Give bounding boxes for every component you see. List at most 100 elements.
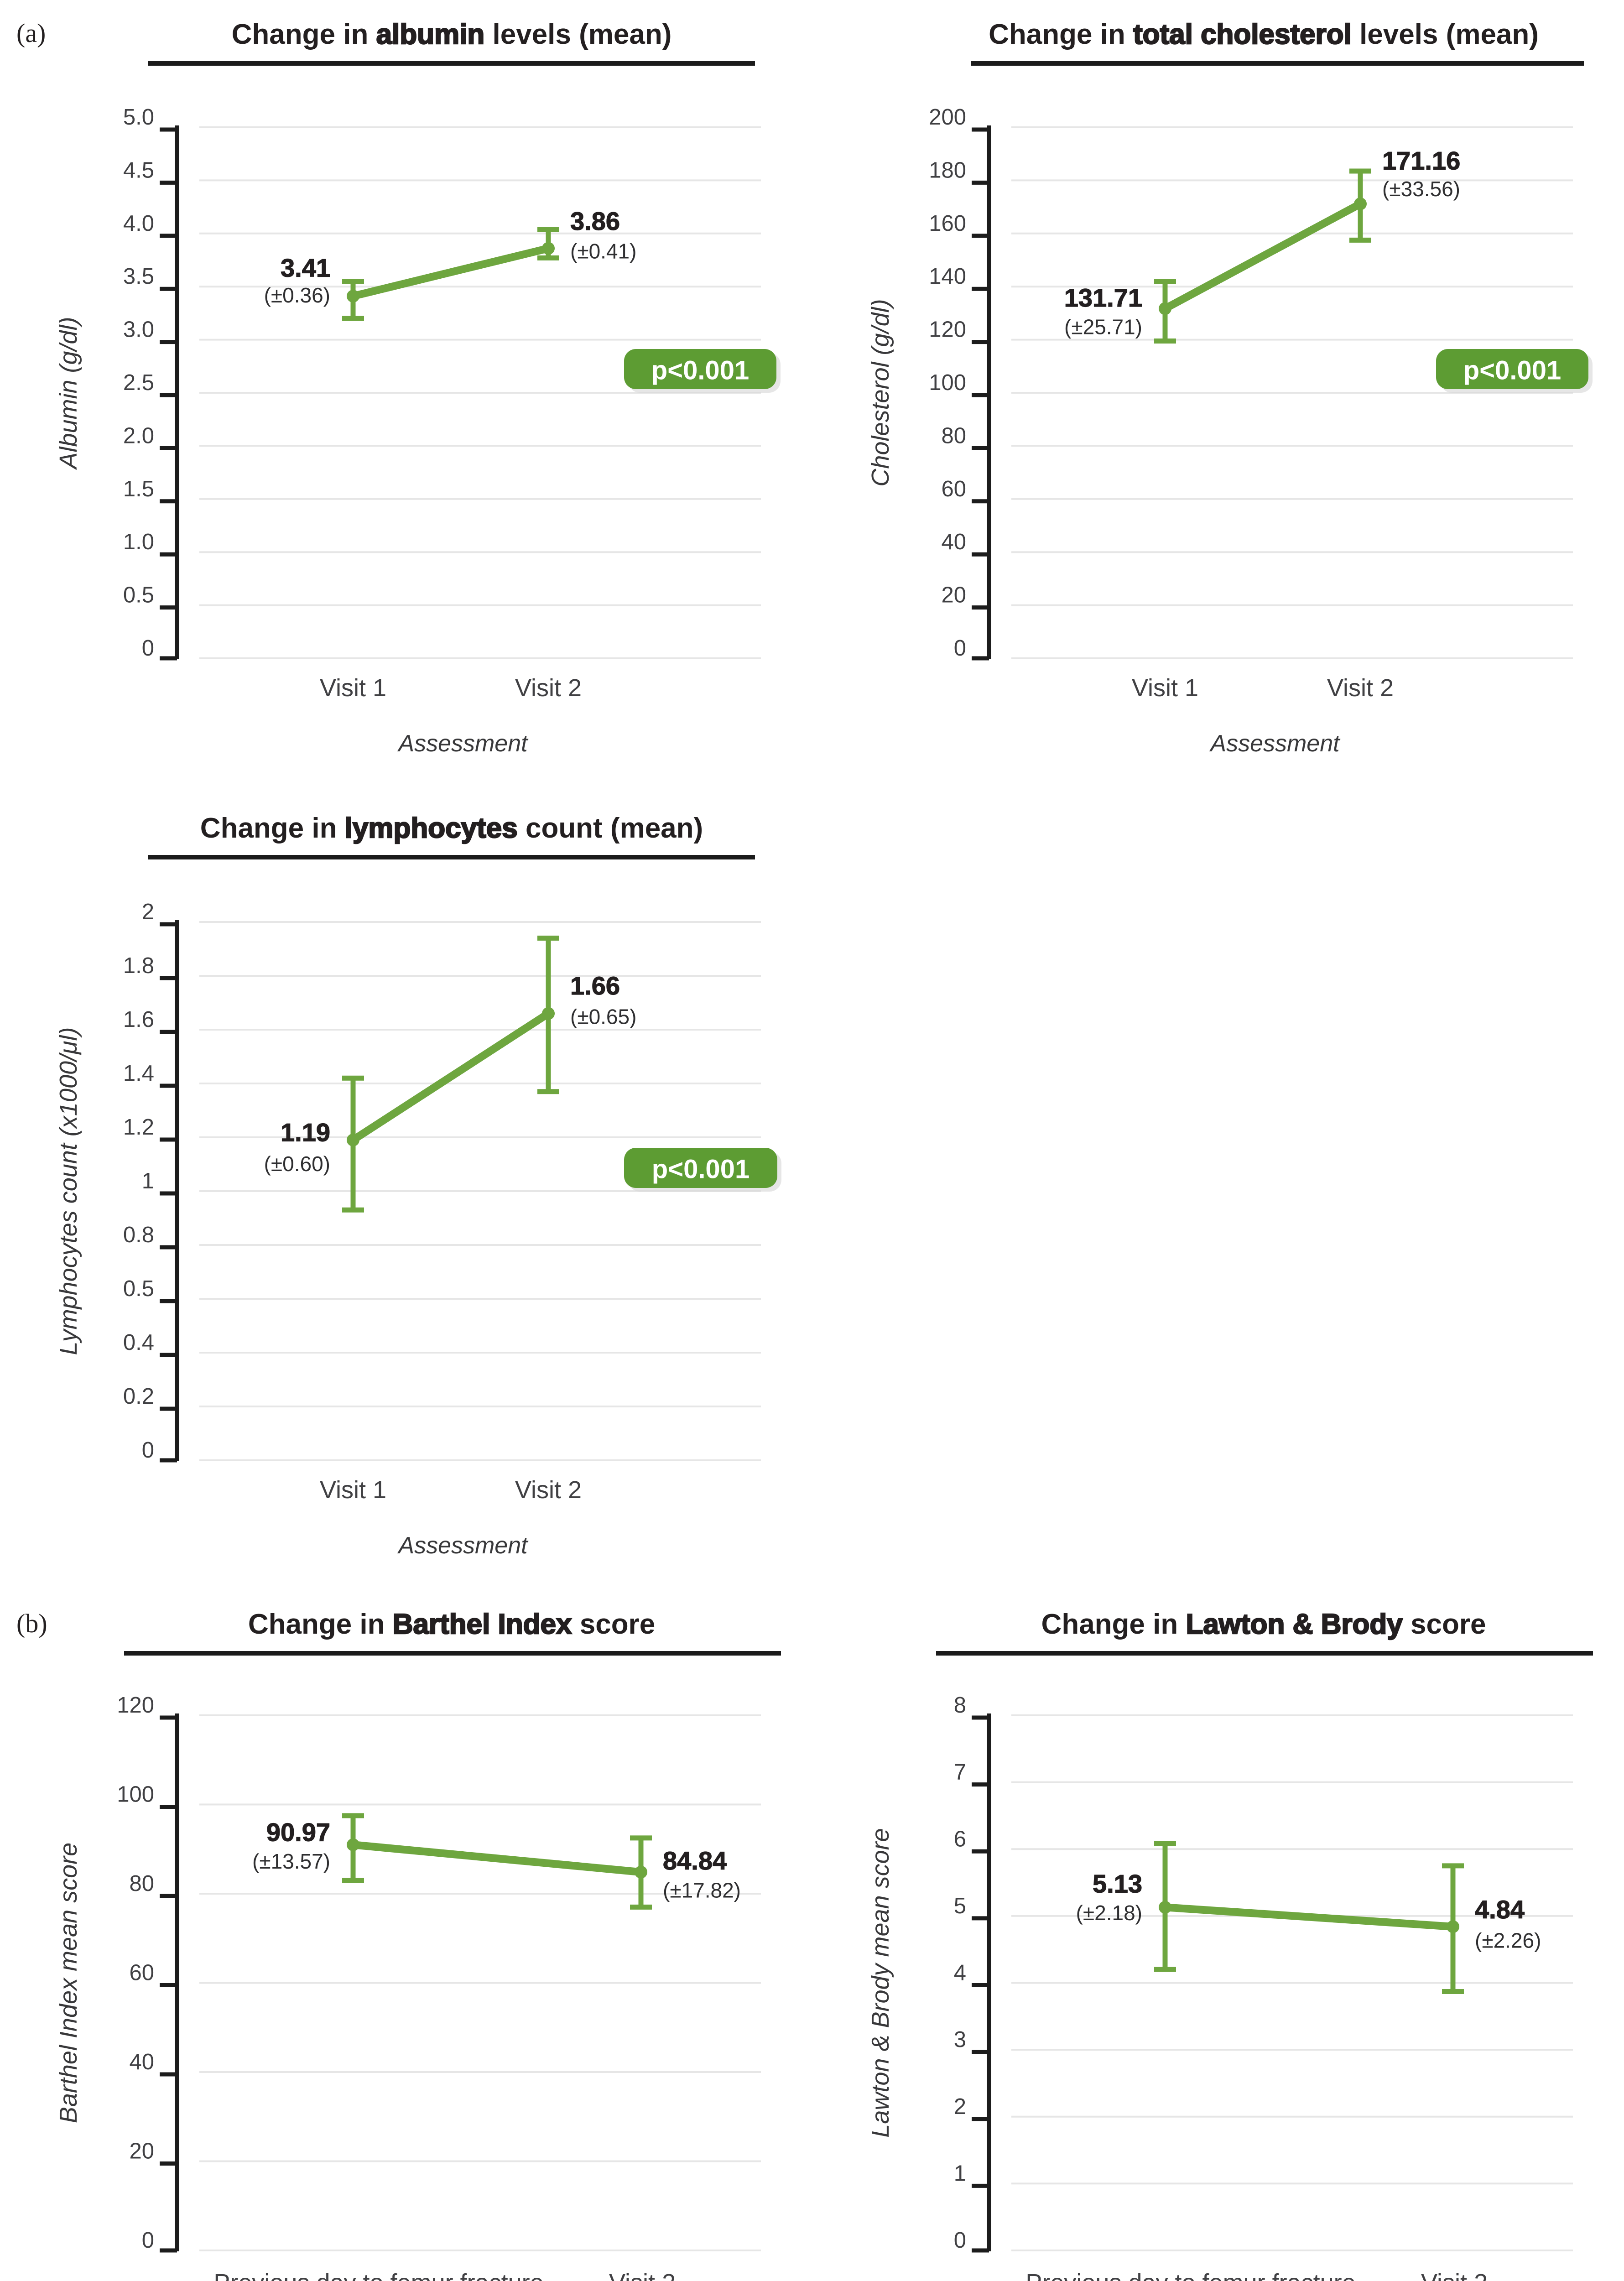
y-tick-label: 20 xyxy=(129,2139,154,2164)
chart-title: Change in albumin levels (mean) xyxy=(232,19,672,50)
chart-title: Change in Lawton & Brody score xyxy=(1041,1609,1486,1640)
x-axis-title: Assessment xyxy=(397,1532,529,1559)
y-tick-label: 3 xyxy=(954,2027,966,2052)
y-tick-label: 4 xyxy=(954,1961,966,1985)
data-point xyxy=(542,1007,555,1020)
y-tick-label: 1.2 xyxy=(123,1115,154,1140)
data-point xyxy=(1159,302,1171,315)
y-tick-label: 0.4 xyxy=(123,1330,154,1355)
series-line xyxy=(1161,200,1364,312)
y-tick-label: 6 xyxy=(954,1827,966,1851)
y-tick-label: 4.5 xyxy=(123,158,154,182)
value-label: 1.66 xyxy=(570,971,620,1000)
y-tick-label: 60 xyxy=(129,1961,154,1985)
y-tick-label: 0 xyxy=(142,1438,154,1463)
series-line xyxy=(349,1841,645,1876)
x-category-label: Visit 2 xyxy=(515,674,582,702)
sd-label: (±2.26) xyxy=(1475,1928,1541,1952)
y-tick-label: 1 xyxy=(142,1169,154,1193)
chart-barthel: 120 100 80 60 40 20 0 Change in Barthel Index s… xyxy=(55,1608,781,2281)
value-label: 171.16 xyxy=(1382,146,1460,175)
y-tick-label: 1.5 xyxy=(123,477,154,501)
data-point xyxy=(1159,1901,1171,1914)
y-tick-label: 1.8 xyxy=(123,953,154,978)
y-axis-label: Cholesterol (g/dl) xyxy=(867,299,894,486)
y-axis-label: Barthel Index mean score xyxy=(55,1843,82,2123)
y-tick-label: 140 xyxy=(929,264,966,289)
chart-lawton: 8 7 6 5 4 3 2 1 0 Change in Lawton & Brody score L… xyxy=(867,1608,1593,2281)
value-label: 5.13 xyxy=(1093,1869,1142,1898)
y-tick-label: 3.5 xyxy=(123,264,154,289)
series-line xyxy=(349,244,552,300)
y-tick-label: 2 xyxy=(142,900,154,924)
sd-label: (±17.82) xyxy=(663,1879,741,1902)
value-label: 3.86 xyxy=(570,207,620,235)
x-category-label: Visit 2 xyxy=(609,2269,676,2281)
title-underline xyxy=(148,855,755,859)
panel-label-b: (b) xyxy=(16,1609,47,1638)
y-tick-label: 0.2 xyxy=(123,1384,154,1409)
value-label: 84.84 xyxy=(663,1846,727,1875)
x-category-label: Visit 1 xyxy=(320,674,386,702)
y-tick-label: 0 xyxy=(142,2228,154,2253)
data-point xyxy=(542,242,555,255)
chart-title: Change in Barthel Index score xyxy=(248,1609,655,1640)
p-value-text: p<0.001 xyxy=(1463,356,1561,385)
y-tick-label: 0.5 xyxy=(123,583,154,608)
y-tick-label: 2.0 xyxy=(123,423,154,448)
p-value-badge xyxy=(624,1148,777,1188)
y-axis-label: Lawton & Brody mean score xyxy=(867,1828,894,2137)
value-label: 3.41 xyxy=(281,254,330,282)
sd-label: (±2.18) xyxy=(1076,1901,1142,1925)
title-underline xyxy=(971,61,1584,66)
series-line xyxy=(349,1010,552,1144)
x-category-label: Visit 2 xyxy=(1327,674,1394,702)
panel-label-a: (a) xyxy=(16,18,46,48)
data-point xyxy=(1354,197,1367,210)
y-tick-label: 80 xyxy=(941,423,966,448)
y-tick-label: 100 xyxy=(929,370,966,395)
data-point xyxy=(1447,1920,1459,1933)
p-value-text: p<0.001 xyxy=(651,356,749,385)
y-axis-label: Lymphocytes count (x1000/μl) xyxy=(55,1027,82,1355)
y-tick-label: 3.0 xyxy=(123,318,154,342)
x-category-label: Visit 2 xyxy=(515,1476,582,1504)
title-underline xyxy=(936,1651,1593,1656)
chart-albumin: 5.0 4.5 4.0 3.5 3.0 2.5 2.0 1.5 1.0 0.5 0 Change in… xyxy=(55,18,781,757)
y-tick-label: 4.0 xyxy=(123,211,154,236)
x-category-label: Previous day to femur fracture xyxy=(1025,2269,1355,2281)
y-tick-label: 2.5 xyxy=(123,370,154,395)
p-value-badge xyxy=(1436,349,1588,389)
title-underline xyxy=(148,61,755,66)
x-axis-title: Assessment xyxy=(1209,730,1341,757)
y-tick-label: 1.6 xyxy=(123,1007,154,1032)
y-tick-label: 20 xyxy=(941,583,966,608)
y-tick-label: 120 xyxy=(117,1693,154,1718)
y-tick-label: 5.0 xyxy=(123,105,154,130)
y-tick-label: 120 xyxy=(929,318,966,342)
sd-label: (±0.41) xyxy=(570,239,636,263)
value-label: 90.97 xyxy=(266,1818,330,1846)
y-tick-label: 7 xyxy=(954,1760,966,1785)
y-tick-label: 0.8 xyxy=(123,1223,154,1247)
sd-label: (±13.57) xyxy=(252,1849,330,1873)
y-tick-label: 5 xyxy=(954,1894,966,1918)
x-category-label: Visit 1 xyxy=(320,1476,386,1504)
data-point xyxy=(635,1865,647,1879)
value-label: 1.19 xyxy=(281,1118,330,1146)
y-tick-label: 1 xyxy=(954,2161,966,2186)
y-tick-label: 2 xyxy=(954,2094,966,2119)
y-tick-label: 80 xyxy=(129,1871,154,1896)
x-category-label: Previous day to femur fracture xyxy=(213,2269,543,2281)
data-point xyxy=(347,290,359,303)
title-underline xyxy=(124,1651,781,1656)
y-axis-label: Albumin (g/dl) xyxy=(55,317,82,470)
x-category-label: Visit 2 xyxy=(1421,2269,1488,2281)
y-tick-label: 8 xyxy=(954,1693,966,1718)
chart-title: Change in lymphocytes count (mean) xyxy=(200,812,703,844)
sd-label: (±0.36) xyxy=(264,283,330,307)
x-category-label: Visit 1 xyxy=(1132,674,1198,702)
